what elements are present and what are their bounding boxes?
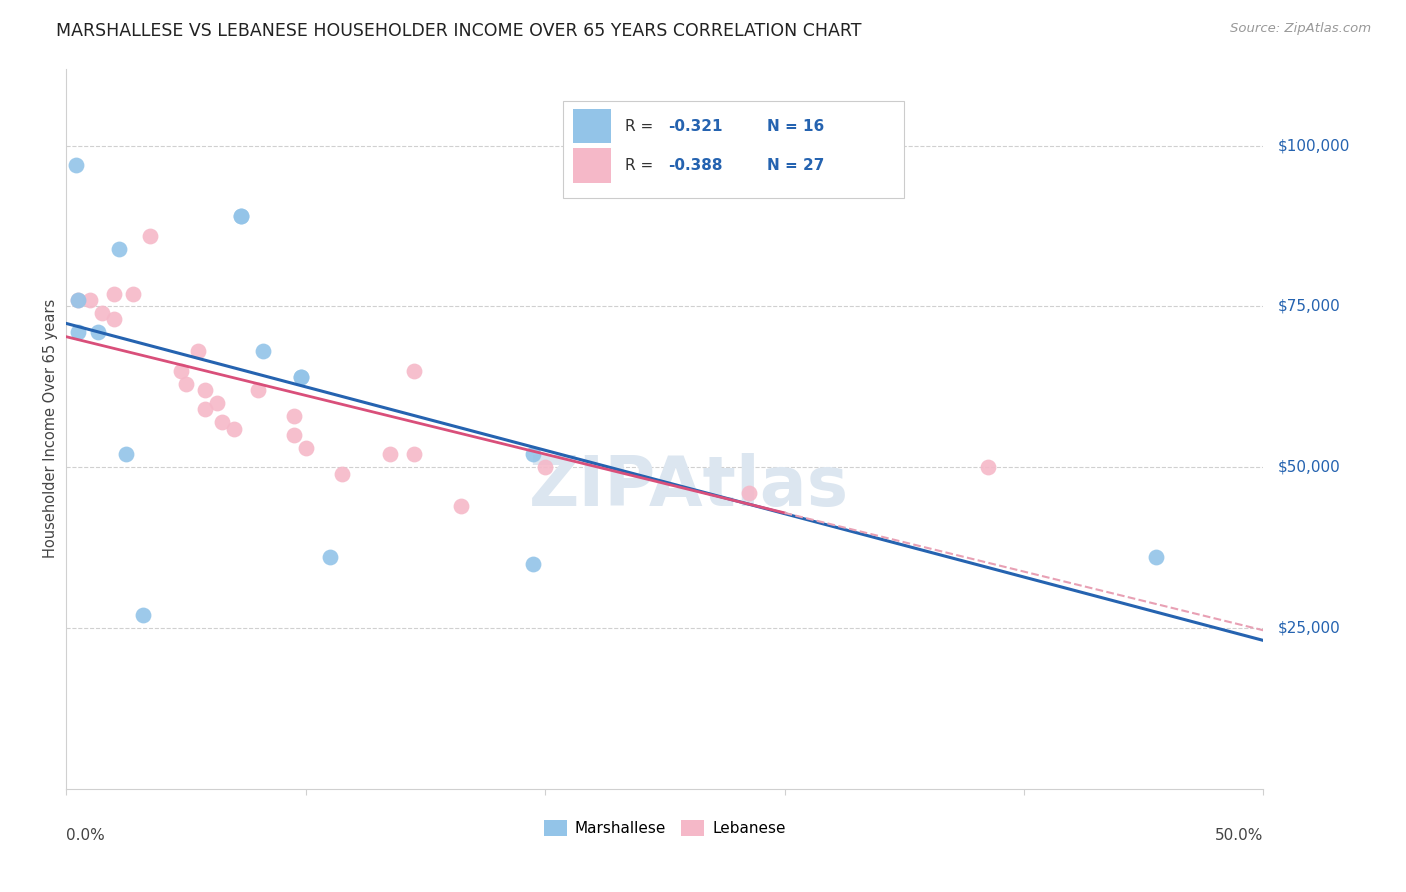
Point [290, 370, 312, 384]
Point [522, 557, 544, 571]
Point [79, 293, 101, 307]
Point [170, 364, 193, 378]
Point [91, 306, 114, 320]
Text: R =: R = [626, 119, 658, 134]
Point [522, 447, 544, 461]
Point [115, 447, 138, 461]
Text: $50,000: $50,000 [1278, 459, 1340, 475]
Point [187, 344, 209, 359]
FancyBboxPatch shape [564, 101, 904, 198]
Text: 0.0%: 0.0% [66, 828, 105, 843]
Legend: Marshallese, Lebanese: Marshallese, Lebanese [538, 814, 792, 842]
Point [174, 376, 197, 391]
Point [65, 158, 87, 172]
Point [534, 460, 557, 475]
Point [122, 286, 145, 301]
Point [283, 409, 305, 423]
Point [207, 396, 229, 410]
Point [738, 485, 761, 500]
Text: 50.0%: 50.0% [1215, 828, 1264, 843]
Point [402, 447, 425, 461]
Point [194, 402, 217, 417]
Text: MARSHALLESE VS LEBANESE HOUSEHOLDER INCOME OVER 65 YEARS CORRELATION CHART: MARSHALLESE VS LEBANESE HOUSEHOLDER INCO… [56, 22, 862, 40]
Text: $25,000: $25,000 [1278, 620, 1340, 635]
Point [67, 293, 90, 307]
Point [977, 460, 1000, 475]
Point [103, 286, 125, 301]
Text: R =: R = [626, 158, 658, 173]
Point [378, 447, 401, 461]
FancyBboxPatch shape [572, 109, 612, 144]
Point [211, 415, 233, 429]
Y-axis label: Householder Income Over 65 years: Householder Income Over 65 years [44, 299, 58, 558]
Point [231, 210, 253, 224]
Point [231, 210, 253, 224]
Point [67, 293, 90, 307]
Point [252, 344, 274, 359]
Text: N = 27: N = 27 [766, 158, 824, 173]
Point [86, 325, 108, 339]
FancyBboxPatch shape [572, 148, 612, 183]
Point [194, 383, 217, 397]
Text: -0.321: -0.321 [668, 119, 723, 134]
Point [222, 421, 245, 435]
Point [295, 441, 318, 455]
Text: $100,000: $100,000 [1278, 138, 1350, 153]
Point [283, 428, 305, 442]
Text: N = 16: N = 16 [766, 119, 824, 134]
Point [290, 370, 312, 384]
Point [67, 325, 90, 339]
Text: -0.388: -0.388 [668, 158, 723, 173]
Text: $75,000: $75,000 [1278, 299, 1340, 314]
Point [319, 550, 342, 565]
Text: Source: ZipAtlas.com: Source: ZipAtlas.com [1230, 22, 1371, 36]
Point [103, 312, 125, 326]
Point [330, 467, 353, 481]
Point [246, 383, 269, 397]
Text: ZIPAtlas: ZIPAtlas [529, 452, 849, 520]
Point [450, 499, 472, 513]
Point [402, 364, 425, 378]
Point [1144, 550, 1167, 565]
Point [108, 242, 131, 256]
Point [139, 228, 162, 243]
Point [132, 607, 155, 622]
